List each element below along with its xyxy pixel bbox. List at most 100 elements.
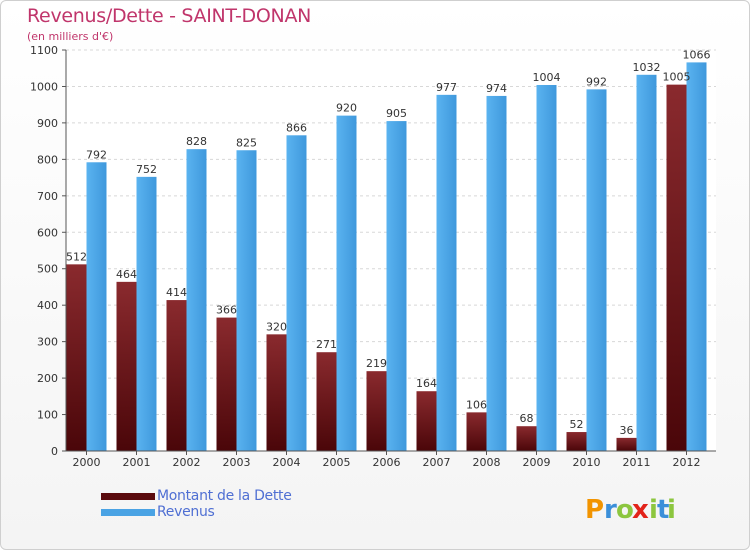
logo-letter: r (604, 495, 617, 525)
data-label-dette-2006: 219 (366, 357, 387, 370)
data-label-revenus-2008: 974 (486, 82, 507, 95)
data-label-revenus-2007: 977 (436, 81, 457, 94)
x-tick-label: 2000 (73, 456, 101, 469)
bar-revenus-2010 (586, 89, 607, 451)
x-tick-label: 2011 (623, 456, 651, 469)
data-label-dette-2009: 68 (520, 412, 534, 425)
x-tick-label: 2002 (173, 456, 201, 469)
bar-dette-2001 (116, 281, 137, 451)
x-tick-label: 2006 (373, 456, 401, 469)
x-tick-label: 2005 (323, 456, 351, 469)
bar-dette-2006 (366, 371, 387, 451)
data-label-revenus-2001: 752 (136, 163, 157, 176)
bar-dette-2010 (566, 432, 587, 451)
data-label-revenus-2003: 825 (236, 136, 257, 149)
data-label-dette-2003: 366 (216, 304, 237, 317)
x-tick-label: 2012 (673, 456, 701, 469)
bar-revenus-2001 (136, 176, 157, 451)
bar-dette-2012 (666, 84, 687, 451)
data-label-dette-2008: 106 (466, 398, 487, 411)
bar-dette-2007 (416, 391, 437, 451)
y-tick-label: 800 (37, 153, 58, 166)
bars (66, 62, 707, 452)
y-axis-ticks: 0 100 200 300 400 500 600 700 800 900 1000 1100 (30, 44, 67, 458)
chart-title: Revenus/Dette - SAINT-DONAN (27, 5, 312, 27)
x-tick-label: 2007 (423, 456, 451, 469)
data-label-revenus-2000: 792 (86, 148, 107, 161)
data-label-dette-2005: 271 (316, 338, 337, 351)
data-label-revenus-2011: 1032 (633, 61, 661, 74)
data-labels: 512 792 464 752 414 828 366 825 320 866 271 920 219 9… (66, 48, 711, 436)
legend-swatch-revenus (101, 508, 155, 516)
logo-letter: i (649, 495, 658, 525)
bar-dette-2003 (216, 317, 237, 451)
data-label-revenus-2006: 905 (386, 107, 407, 120)
bar-dette-2011 (616, 437, 637, 451)
data-label-dette-2010: 52 (570, 418, 584, 431)
x-tick-label: 2010 (573, 456, 601, 469)
bar-dette-2008 (466, 412, 487, 451)
y-tick-label: 900 (37, 117, 58, 130)
chart-subtitle: (en milliers d'€) (27, 30, 114, 43)
data-label-dette-2004: 320 (266, 320, 287, 333)
legend-label-dette: Montant de la Dette (157, 488, 292, 504)
bar-revenus-2008 (486, 95, 507, 451)
data-label-revenus-2004: 866 (286, 121, 307, 134)
x-tick-label: 2001 (123, 456, 151, 469)
bar-revenus-2006 (386, 121, 407, 451)
bar-dette-2005 (316, 352, 337, 451)
logo-letter: P (585, 495, 604, 525)
y-tick-label: 400 (37, 299, 58, 312)
logo-letter: i (667, 495, 676, 525)
logo-letter: o (616, 495, 634, 525)
x-axis-ticks: 2000 2001 2002 2003 2004 2005 2006 2007 2008 2009… (66, 450, 716, 469)
bar-revenus-2007 (436, 94, 457, 452)
data-label-dette-2000: 512 (66, 250, 87, 263)
bar-revenus-2011 (636, 74, 657, 451)
legend-swatch-dette (101, 492, 155, 500)
bar-revenus-2005 (336, 115, 357, 452)
legend-label-revenus: Revenus (157, 504, 215, 520)
bar-dette-2009 (516, 426, 537, 451)
y-tick-label: 300 (37, 336, 58, 349)
y-tick-label: 1100 (30, 44, 58, 57)
x-tick-label: 2004 (273, 456, 301, 469)
logo-letter: t (657, 495, 669, 525)
y-tick-label: 200 (37, 372, 58, 385)
data-label-dette-2012: 1005 (663, 71, 691, 84)
logo-letter: x (632, 495, 649, 525)
data-label-revenus-2012: 1066 (683, 48, 711, 61)
bar-revenus-2012 (686, 62, 707, 452)
bar-dette-2004 (266, 334, 287, 451)
data-label-dette-2002: 414 (166, 286, 187, 299)
bar-revenus-2003 (236, 150, 257, 451)
data-label-revenus-2009: 1004 (533, 71, 561, 84)
y-tick-label: 0 (51, 445, 58, 458)
data-label-revenus-2005: 920 (336, 102, 357, 115)
bar-revenus-2004 (286, 135, 307, 451)
data-label-dette-2011: 36 (620, 424, 634, 437)
bar-dette-2002 (166, 300, 187, 451)
y-tick-label: 700 (37, 190, 58, 203)
legend-item-dette: Montant de la Dette (101, 488, 292, 504)
bar-dette-2000 (66, 264, 87, 451)
legend: Montant de la Dette Revenus (101, 488, 292, 520)
bar-revenus-2002 (186, 149, 207, 451)
x-tick-label: 2003 (223, 456, 251, 469)
y-tick-label: 600 (37, 226, 58, 239)
bar-revenus-2000 (86, 162, 107, 451)
bar-revenus-2009 (536, 84, 557, 451)
legend-item-revenus: Revenus (101, 504, 292, 520)
x-tick-label: 2009 (523, 456, 551, 469)
data-label-dette-2007: 164 (416, 377, 437, 390)
data-label-revenus-2002: 828 (186, 135, 207, 148)
data-label-dette-2001: 464 (116, 268, 137, 281)
y-tick-label: 100 (37, 409, 58, 422)
y-tick-label: 1000 (30, 80, 58, 93)
x-tick-label: 2008 (473, 456, 501, 469)
data-label-revenus-2010: 992 (586, 75, 607, 88)
y-tick-label: 500 (37, 263, 58, 276)
